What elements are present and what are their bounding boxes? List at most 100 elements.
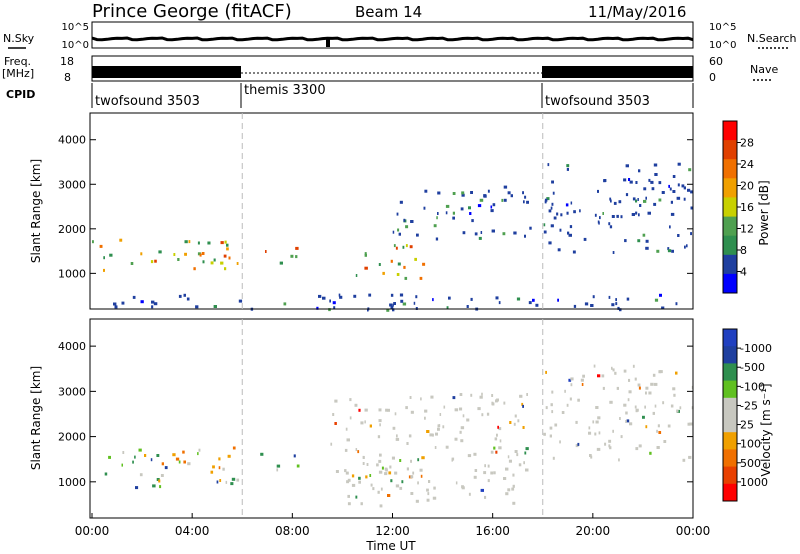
velocity-scatter-cell-3 [347,494,350,498]
power-colorbar-tick-label: 8 [740,244,747,257]
velocity-scatter-cell-3 [410,492,414,495]
velocity-scatter-cell-4 [635,447,639,451]
velocity-scatter-cell-4 [638,386,641,390]
velocity-scatter-cell-3 [513,422,516,426]
velocity-scatter-cell-4 [645,425,648,429]
velocity-scatter-cell-4 [634,377,637,381]
power-colorbar: 28 24 20 16 12 8 4 [722,120,754,294]
power-scatter-cell-5 [654,298,659,302]
power-scatter-cell-4 [611,215,615,218]
velocity-scatter-cell-2 [401,480,404,484]
power-scatter-cell-3 [410,220,414,223]
power-scatter-cell-1 [295,246,299,250]
velocity-scatter-cell-3 [379,423,381,427]
power-scatter-cell-4 [543,223,546,227]
velocity-scatter-cell-3 [347,478,351,482]
velocity-scatter-cell-4 [654,404,657,408]
velocity-scatter-cell-3 [522,404,524,408]
velocity-scatter-cell-4 [645,391,647,395]
power-scatter-cell-4 [669,187,672,191]
power-scatter-cell-2 [395,246,398,250]
nsearch-label: N.Search [747,32,797,45]
velocity-scatter-cell-3 [435,432,438,436]
power-scatter-cell-3 [490,205,493,209]
power-scatter-cell-4 [625,164,629,168]
velocity-scatter-cell-4 [569,397,572,401]
power-panel-frame [89,112,694,310]
noise-tick-left-top: 10^5 [62,22,89,33]
velocity-scatter-cell-4 [592,420,595,424]
velocity-colorbar-swatch [723,397,737,416]
power-scatter-cell-4 [565,203,569,207]
power-scatter-cell-2 [364,253,367,257]
power-scatter-cell-5 [446,306,449,310]
velocity-scatter-cell-3 [487,479,490,483]
velocity-scatter-cell-3 [424,409,428,413]
velocity-scatter-cell-0 [182,450,185,454]
velocity-scatter-cell-3 [514,414,517,418]
power-scatter-cell-0 [158,250,162,254]
power-scatter-cell-5 [413,301,416,305]
velocity-scatter-cell-4 [545,370,547,374]
velocity-scatter-cell-4 [597,416,601,420]
velocity-scatter-cell-3 [490,450,494,454]
power-scatter-cell-0 [220,241,224,245]
power-scatter-cell-3 [507,191,511,195]
velocity-scatter-cell-3 [334,399,338,403]
velocity-colorbar-swatch [723,346,737,364]
velocity-scatter-cell-3 [473,475,477,479]
velocity-scatter-cell-4 [568,378,572,382]
freq-bar-segment-3 [542,66,693,78]
time-x-ticks: 00:00 04:00 08:00 12:00 16:00 20:00 00:00 [75,513,710,538]
velocity-scatter-cell-3 [490,471,494,475]
power-scatter-cell-3 [461,193,465,197]
velocity-scatter-cell-3 [355,448,358,451]
velocity-scatter-cell-1 [276,464,281,468]
power-scatter-cell-4 [635,211,638,215]
velocity-scatter-cell-3 [525,447,529,451]
power-scatter-cell-0 [188,240,191,244]
velocity-scatter-cell-4 [663,440,667,443]
power-scatter-cell-4 [638,213,640,217]
velocity-scatter-cell-4 [628,378,631,382]
power-scatter-cell-4 [618,200,622,204]
power-scatter-cell-4 [684,245,686,249]
velocity-scatter-cell-3 [349,398,352,402]
velocity-scatter-cell-3 [493,471,496,475]
power-scatter-cell-4 [560,213,563,217]
power-scatter-cell-4 [566,211,569,215]
power-scatter-cell-4 [638,169,641,173]
velocity-scatter-cell-0 [132,460,134,464]
power-scatter-cell-0 [154,259,157,263]
velocity-scatter-cell-2 [399,459,402,462]
velocity-scatter-cell-3 [332,413,335,416]
velocity-scatter-cell-3 [388,471,392,475]
velocity-scatter-cell-4 [588,426,591,430]
velocity-scatter-cell-4 [545,406,548,410]
power-scatter-cell-4 [635,181,638,184]
velocity-scatter-cell-3 [505,492,509,496]
velocity-scatter-cell-4 [638,444,642,448]
velocity-scatter-cell-4 [570,383,573,387]
velocity-scatter-cell-3 [385,408,388,412]
power-scatter-cell-3 [445,211,448,215]
power-scatter-cell-4 [567,231,570,235]
velocity-scatter-cell-3 [437,427,440,431]
power-ytick-label: 2000 [58,223,86,236]
xtick-label: 04:00 [175,524,210,538]
power-scatter-cell-3 [529,226,532,230]
velocity-scatter-cell-3 [519,394,523,398]
power-scatter-cell-4 [672,190,676,193]
noise-tick-left-bottom: 10^0 [62,40,89,51]
velocity-scatter-cell-3 [432,496,437,500]
velocity-scatter-cell-0 [139,473,143,477]
velocity-scatter-cell-4 [611,366,613,370]
velocity-scatter-cell-0 [108,455,111,459]
nave-label: Nave [750,63,778,76]
velocity-scatter-cell-4 [580,378,584,382]
power-scatter-cell-0 [224,267,227,271]
velocity-scatter-cell-3 [508,459,512,463]
power-colorbar-label: Power [dB] [757,180,771,245]
velocity-scatter-cell-3 [466,418,470,422]
